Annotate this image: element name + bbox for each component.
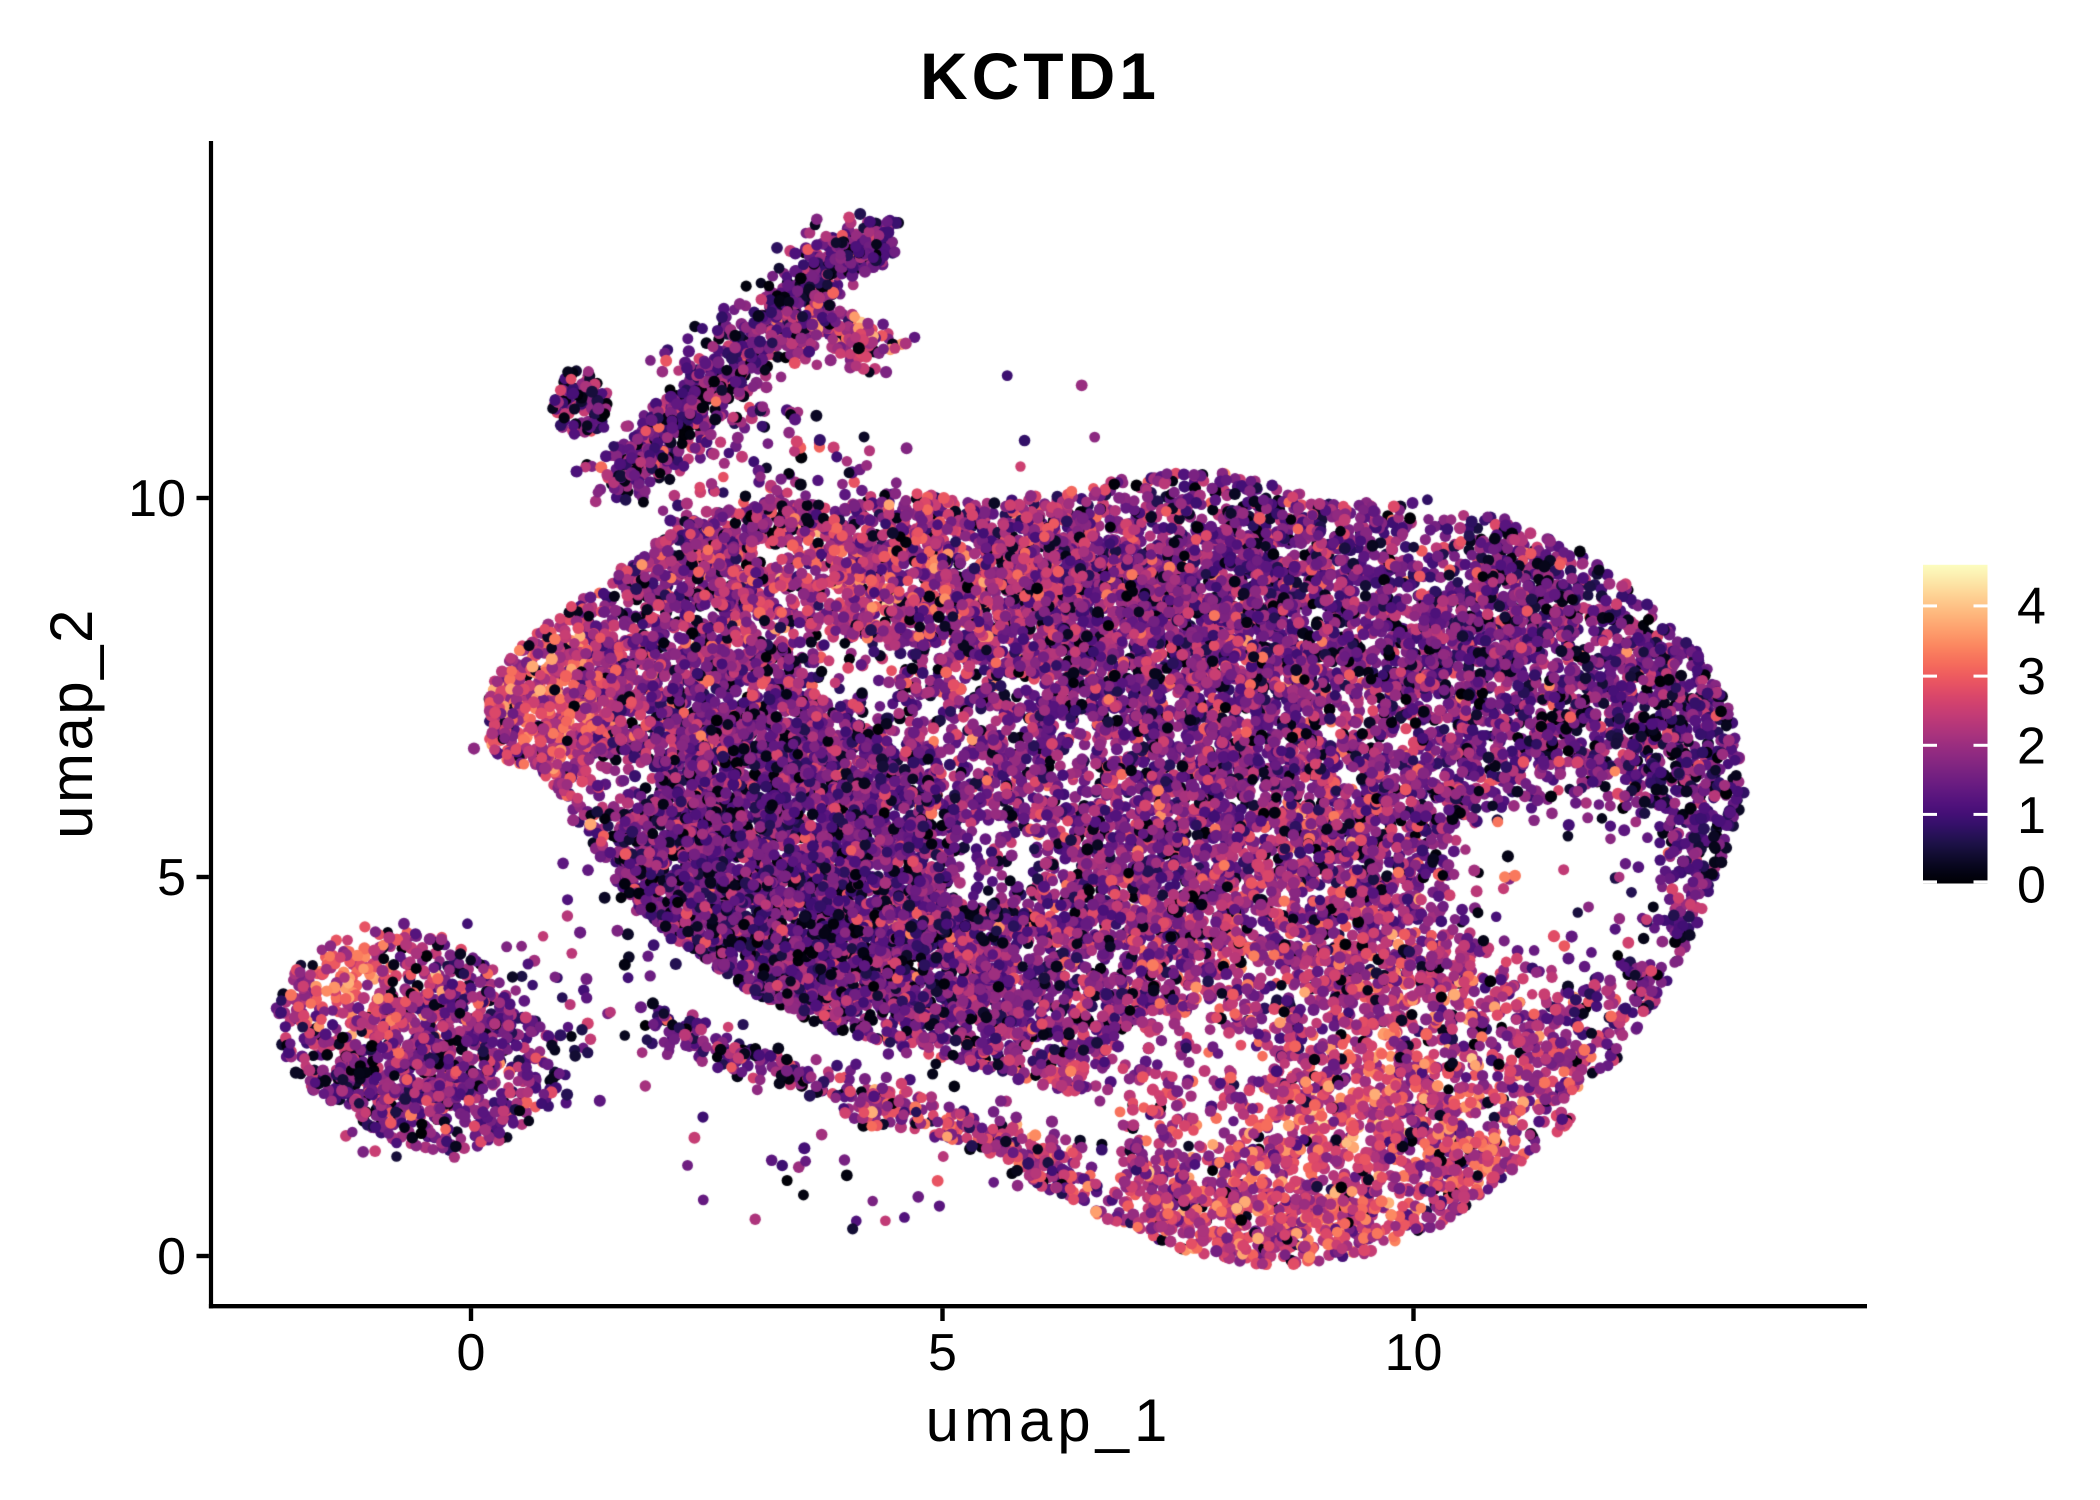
svg-text:2: 2 xyxy=(2017,718,2046,776)
svg-text:0: 0 xyxy=(457,1324,486,1382)
svg-text:4: 4 xyxy=(2017,578,2046,636)
svg-text:5: 5 xyxy=(157,849,186,907)
svg-text:0: 0 xyxy=(2017,857,2046,915)
svg-text:10: 10 xyxy=(1385,1324,1443,1382)
svg-text:0: 0 xyxy=(157,1228,186,1286)
svg-text:KCTD1: KCTD1 xyxy=(920,39,1160,113)
svg-text:5: 5 xyxy=(928,1324,957,1382)
svg-text:10: 10 xyxy=(128,470,186,528)
svg-text:3: 3 xyxy=(2017,648,2046,706)
svg-text:umap_2: umap_2 xyxy=(38,607,105,839)
svg-text:1: 1 xyxy=(2017,787,2046,845)
svg-text:umap_1: umap_1 xyxy=(926,1387,1173,1454)
